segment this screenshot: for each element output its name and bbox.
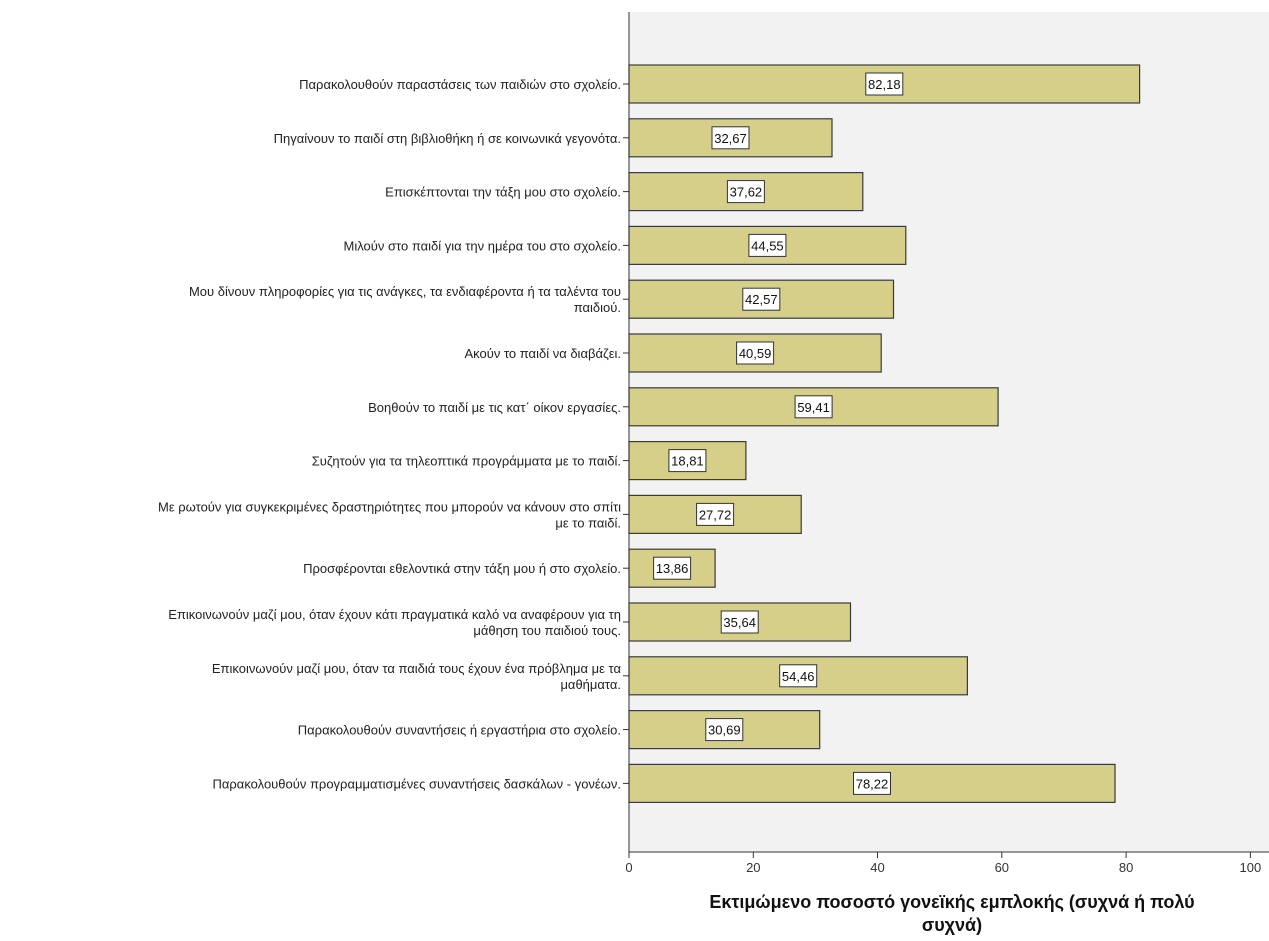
value-label-box (711, 126, 750, 150)
x-tick-label: 60 (995, 860, 1009, 875)
x-axis-title-line-1: Εκτιμώμενο ποσοστό γονεϊκής εμπλοκής (συ… (709, 892, 1194, 912)
value-label: 35,64 (723, 615, 756, 630)
value-label-box (748, 233, 787, 257)
x-tick-label: 20 (746, 860, 760, 875)
bars-layer: 82,18 32,67 37,62 44,55 42,57 40,59 59,41 18,81… (628, 64, 1141, 804)
value-label: 32,67 (714, 131, 747, 146)
bar-group: 35,64 (628, 602, 852, 642)
bar-group: 54,46 (628, 656, 968, 696)
value-label-box (736, 341, 775, 365)
value-label-box (653, 556, 692, 580)
value-label: 59,41 (797, 400, 830, 415)
x-axis-title-line-2: συχνά) (922, 915, 982, 935)
category-label: Βοηθούν το παιδί με τις κατ΄ οίκον εργασ… (368, 400, 621, 415)
value-label-box (794, 395, 833, 419)
x-tick-label: 0 (625, 860, 632, 875)
category-label: Παρακολουθούν συναντήσεις ή εργαστήρια σ… (298, 723, 621, 738)
bar (628, 441, 747, 481)
value-label: 42,57 (745, 292, 778, 307)
category-label: Παρακολουθούν παραστάσεις των παιδιών στ… (299, 77, 621, 92)
x-tick-label: 40 (870, 860, 884, 875)
x-tick-label: 100 (1240, 860, 1262, 875)
category-label: Με ρωτούν για συγκεκριμένες δραστηριότητ… (158, 499, 621, 514)
category-label: Επισκέπτονται την τάξη μου στο σχολείο. (385, 185, 621, 200)
value-label: 44,55 (751, 238, 784, 253)
value-label-box (726, 180, 765, 204)
bar-group: 82,18 (628, 64, 1141, 104)
bar-group: 30,69 (628, 709, 821, 750)
x-tick-label: 80 (1119, 860, 1133, 875)
value-label: 78,22 (856, 776, 889, 791)
value-label-box (705, 718, 744, 742)
bar-group: 37,62 (628, 172, 864, 212)
bar (628, 64, 1141, 104)
category-label: μαθήματα. (560, 677, 621, 692)
value-label-box (668, 449, 707, 473)
bar-group: 78,22 (628, 763, 1116, 804)
category-label: Προσφέρονται εθελοντικά στην τάξη μου ή … (303, 561, 621, 576)
value-label: 54,46 (782, 669, 815, 684)
bar-group: 27,72 (628, 494, 802, 534)
value-label: 82,18 (868, 77, 901, 92)
value-label-box (720, 610, 759, 634)
category-label: Μιλούν στο παιδί για την ημέρα του στο σ… (344, 238, 621, 253)
value-label: 13,86 (656, 561, 689, 576)
category-label: Συζητούν για τα τηλεοπτικά προγράμματα μ… (312, 454, 621, 469)
x-axis-title: Εκτιμώμενο ποσοστό γονεϊκής εμπλοκής (συ… (709, 892, 1194, 935)
value-label: 27,72 (699, 507, 732, 522)
category-label: παιδιού. (574, 300, 621, 315)
category-label: με το παιδί. (555, 515, 621, 530)
value-label-box (696, 502, 735, 526)
bar-group: 40,59 (628, 333, 882, 373)
bar-group: 13,86 (628, 548, 716, 588)
category-label: Μου δίνουν πληροφορίες για τις ανάγκες, … (189, 284, 621, 299)
category-label: Παρακολουθούν προγραμματισμένες συναντήσ… (213, 776, 622, 791)
value-label-box (865, 72, 904, 96)
value-label: 18,81 (671, 454, 704, 469)
value-label-box (853, 771, 891, 795)
value-label: 30,69 (708, 723, 741, 738)
value-label-box (742, 287, 781, 311)
bar-group: 32,67 (628, 118, 833, 158)
bar-group: 59,41 (628, 387, 999, 427)
category-label: Επικοινωνούν μαζί μου, όταν έχουν κάτι π… (168, 607, 621, 622)
bar-group: 42,57 (628, 279, 895, 319)
category-label: Πηγαίνουν το παιδί στη βιβλιοθήκη ή σε κ… (274, 131, 621, 146)
category-label: Ακούν το παιδί να διαβάζει. (465, 346, 621, 361)
value-label: 40,59 (739, 346, 772, 361)
category-label: μάθηση του παιδιού τους. (473, 623, 621, 638)
category-labels: Παρακολουθούν παραστάσεις των παιδιών στ… (158, 77, 629, 791)
bar-group: 44,55 (628, 225, 907, 265)
value-label: 37,62 (730, 185, 763, 200)
category-label: Επικοινωνούν μαζί μου, όταν τα παιδιά το… (212, 661, 622, 676)
value-label-box (779, 664, 818, 688)
bar-group: 18,81 (628, 441, 747, 481)
x-axis-ticks: 0 20 40 60 80 100 (625, 852, 1261, 875)
